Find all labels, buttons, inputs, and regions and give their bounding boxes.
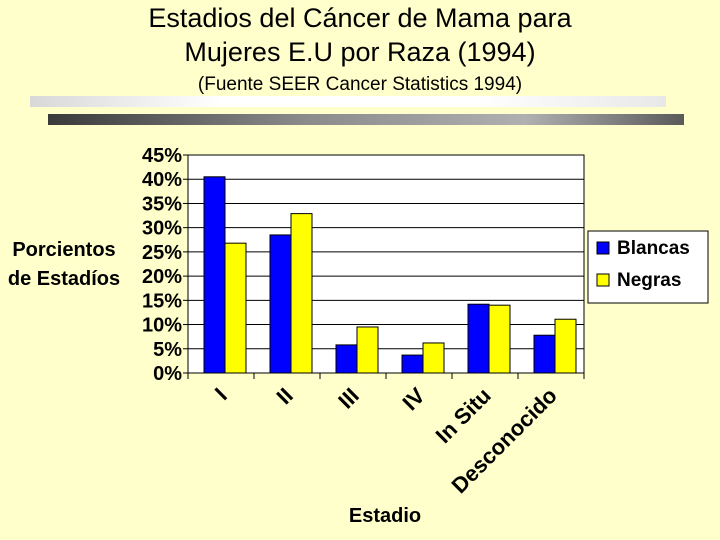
gridlines: [183, 154, 584, 374]
y-axis-label-line2: de Estadíos: [8, 268, 120, 290]
x-category-label: II: [272, 383, 298, 409]
plot-area: [187, 154, 585, 374]
y-tick-label: 40%: [142, 169, 182, 191]
bar-blancas-2: [335, 344, 358, 374]
y-tick-label: 20%: [142, 266, 182, 288]
bar-blancas-3: [401, 354, 424, 374]
bar-negras-4: [488, 304, 511, 374]
bar-negras-5: [554, 318, 577, 374]
x-tick-marks: [187, 373, 585, 379]
chart-subtitle: (Fuente SEER Cancer Statistics 1994): [197, 74, 523, 95]
y-tick-label: 10%: [142, 315, 182, 337]
bar-blancas-0: [203, 176, 226, 374]
y-tick-label: 5%: [153, 339, 182, 361]
bars: [203, 176, 577, 374]
chart-title-line2: Mujeres E.U por Raza (1994): [184, 37, 536, 67]
decorative-rule-light: [30, 96, 666, 107]
bar-negras-1: [290, 213, 313, 374]
y-tick-label: 25%: [142, 242, 182, 264]
bar-negras-2: [356, 326, 379, 374]
x-axis-label: Estadio: [349, 505, 421, 527]
decorative-rule-dark: [48, 114, 684, 125]
x-category-label: In Situ: [431, 383, 496, 448]
y-tick-label: 15%: [142, 290, 182, 312]
bar-blancas-4: [467, 303, 490, 374]
y-tick-label: 0%: [153, 363, 182, 385]
legend-swatch-blancas: [596, 241, 610, 255]
y-tick-label: 30%: [142, 218, 182, 240]
chart-title-line1: Estadios del Cáncer de Mama para: [148, 3, 572, 33]
legend-swatch-negras: [596, 273, 610, 287]
x-category-label: I: [210, 383, 232, 405]
bar-negras-3: [422, 342, 445, 374]
legend-label-blancas: Blancas: [617, 238, 690, 259]
x-category-label: IV: [397, 383, 430, 416]
y-axis-label-line1: Porcientos: [12, 239, 115, 261]
legend: Blancas Negras: [587, 230, 709, 304]
y-tick-label: 45%: [142, 145, 182, 167]
x-category-label: III: [333, 383, 364, 414]
bar-blancas-5: [533, 334, 556, 374]
y-tick-labels: 0%5%10% 15%20%25%30% 35%40%45%: [142, 145, 182, 385]
bar-blancas-1: [269, 234, 292, 374]
y-tick-label: 35%: [142, 193, 182, 215]
legend-label-negras: Negras: [617, 270, 681, 291]
bar-negras-0: [224, 242, 247, 374]
